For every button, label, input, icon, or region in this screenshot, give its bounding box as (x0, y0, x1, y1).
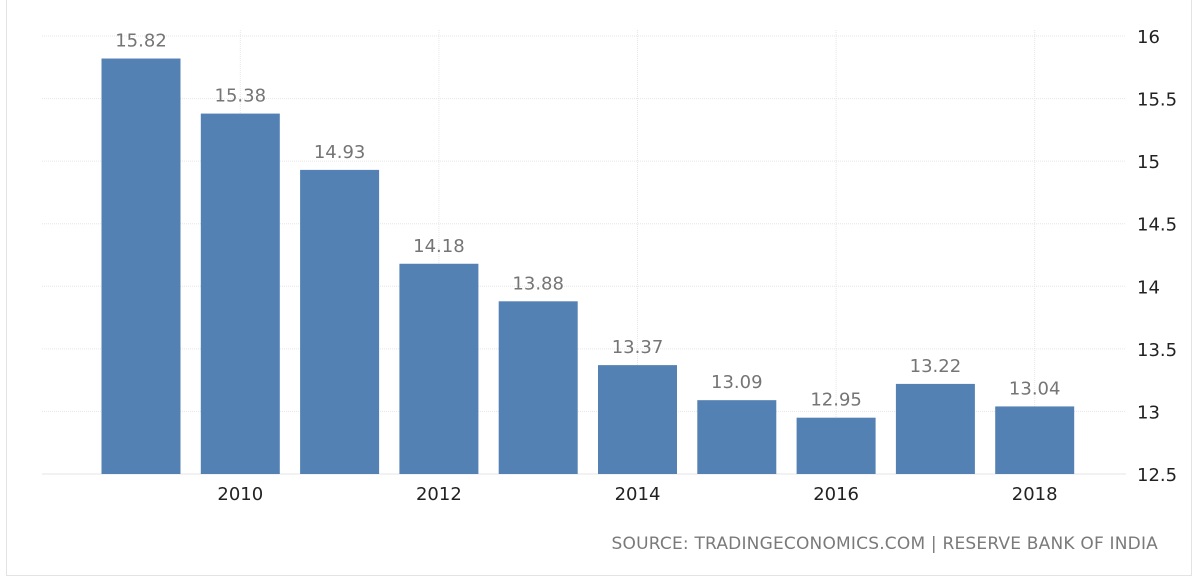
bar-2016 (796, 417, 876, 474)
x-tick-label: 2010 (217, 484, 263, 505)
x-tick-label: 2018 (1012, 484, 1058, 505)
data-label-2017: 13.22 (910, 356, 962, 377)
data-labels: 15.82 15.38 14.93 14.18 13.88 13.37 13.09 12.95… (115, 31, 1060, 411)
data-label-2011: 14.93 (314, 142, 366, 163)
bars (101, 58, 1075, 475)
y-axis-ticks: 12.5 13 13.5 14 14.5 15 15.5 16 (1137, 27, 1177, 486)
data-label-2012: 14.18 (413, 236, 465, 257)
y-tick-label: 13 (1137, 402, 1160, 423)
bar-2017 (895, 383, 975, 474)
y-tick-label: 16 (1137, 27, 1160, 48)
y-tick-label: 14 (1137, 277, 1160, 298)
data-label-2009: 15.82 (115, 31, 167, 52)
y-tick-label: 14.5 (1137, 215, 1177, 236)
source-credit: SOURCE: TRADINGECONOMICS.COM | RESERVE B… (611, 534, 1158, 554)
data-label-2015: 13.09 (711, 372, 763, 393)
bar-2009 (101, 58, 181, 474)
x-tick-label: 2014 (615, 484, 661, 505)
x-axis-ticks: 2010 2012 2014 2016 2018 (217, 484, 1057, 505)
bar-2015 (697, 400, 777, 474)
y-tick-label: 15 (1137, 152, 1160, 173)
bar-2010 (200, 113, 280, 475)
bar-2018 (995, 406, 1075, 474)
y-tick-label: 13.5 (1137, 340, 1177, 361)
data-label-2016: 12.95 (810, 390, 862, 411)
y-tick-label: 12.5 (1137, 465, 1177, 486)
data-label-2010: 15.38 (215, 86, 267, 107)
bar-2013 (498, 301, 578, 474)
x-tick-label: 2016 (813, 484, 859, 505)
data-label-2013: 13.88 (512, 273, 564, 294)
data-label-2014: 13.37 (612, 337, 664, 358)
bar-2011 (300, 169, 380, 474)
bar-2014 (598, 365, 677, 474)
x-tick-label: 2012 (416, 484, 462, 505)
bar-2012 (399, 263, 479, 474)
data-label-2018: 13.04 (1009, 378, 1061, 399)
y-tick-label: 15.5 (1137, 90, 1177, 111)
